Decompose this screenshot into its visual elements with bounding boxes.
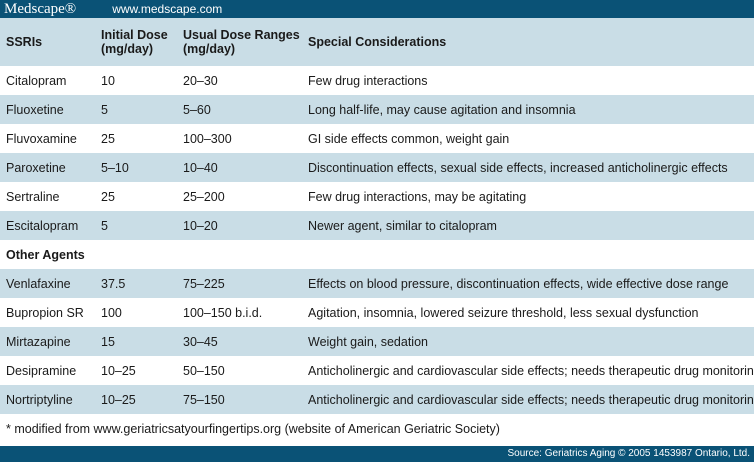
drug-name: Sertraline [6,189,60,204]
table-row: Citalopram 10 20–30 Few drug interaction… [0,66,754,95]
dose-range: 10–40 [183,160,218,175]
header-initial-dose-line2: (mg/day) [101,42,154,56]
considerations: Long half-life, may cause agitation and … [308,102,576,117]
dose-range: 100–300 [183,131,232,146]
header-initial-dose-line1: Initial Dose [101,28,168,42]
dose-range: 50–150 [183,363,225,378]
section-header-row: Other Agents [0,240,754,269]
table-row: Desipramine 10–25 50–150 Anticholinergic… [0,356,754,385]
drug-name: Bupropion SR [6,305,84,320]
considerations: Few drug interactions [308,73,428,88]
medscape-logo[interactable]: Medscape® [4,1,77,17]
drug-name: Fluoxetine [6,102,64,117]
drug-name: Nortriptyline [6,392,73,407]
considerations: Weight gain, sedation [308,334,428,349]
drug-name: Venlafaxine [6,276,71,291]
dose-range: 5–60 [183,102,211,117]
medscape-url[interactable]: www.medscape.com [112,2,223,16]
considerations: Effects on blood pressure, discontinuati… [308,276,729,291]
header-ssris: SSRIs [0,18,95,66]
table-row: Mirtazapine 15 30–45 Weight gain, sedati… [0,327,754,356]
initial-dose: 15 [101,334,115,349]
considerations: Anticholinergic and cardiovascular side … [308,363,754,378]
drug-name: Mirtazapine [6,334,71,349]
initial-dose: 25 [101,189,115,204]
considerations: Discontinuation effects, sexual side eff… [308,160,728,175]
footnote: * modified from www.geriatricsatyourfing… [6,421,500,436]
initial-dose: 5–10 [101,160,129,175]
considerations: Agitation, insomnia, lowered seizure thr… [308,305,699,320]
table-row: Bupropion SR 100 100–150 b.i.d. Agitatio… [0,298,754,327]
header-special-considerations-line1: Special Considerations [308,35,447,49]
medscape-header-bar: Medscape® www.medscape.com [0,0,754,18]
header-initial-dose: Initial Dose (mg/day) [95,18,177,66]
initial-dose: 5 [101,218,108,233]
initial-dose: 10 [101,73,115,88]
initial-dose: 37.5 [101,276,126,291]
considerations: Anticholinergic and cardiovascular side … [308,392,754,407]
table-row: Escitalopram 5 10–20 Newer agent, simila… [0,211,754,240]
table-row: Paroxetine 5–10 10–40 Discontinuation ef… [0,153,754,182]
drug-name: Escitalopram [6,218,79,233]
dose-range: 20–30 [183,73,218,88]
initial-dose: 5 [101,102,108,117]
header-ssris-line1: SSRIs [6,35,43,49]
initial-dose: 10–25 [101,363,136,378]
considerations: Newer agent, similar to citalopram [308,218,497,233]
table-row: Sertraline 25 25–200 Few drug interactio… [0,182,754,211]
table-row: Fluoxetine 5 5–60 Long half-life, may ca… [0,95,754,124]
header-special-considerations: Special Considerations [302,18,754,66]
dose-range: 100–150 b.i.d. [183,305,263,320]
drug-name: Fluvoxamine [6,131,77,146]
table-row: Fluvoxamine 25 100–300 GI side effects c… [0,124,754,153]
footnote-row: * modified from www.geriatricsatyourfing… [0,414,754,443]
header-usual-dose-line2: (mg/day) [183,42,236,56]
dose-range: 75–150 [183,392,225,407]
dose-range: 25–200 [183,189,225,204]
initial-dose: 10–25 [101,392,136,407]
table-row: Nortriptyline 10–25 75–150 Anticholinerg… [0,385,754,414]
header-usual-dose: Usual Dose Ranges (mg/day) [177,18,302,66]
initial-dose: 25 [101,131,115,146]
dose-range: 75–225 [183,276,225,291]
header-usual-dose-line1: Usual Dose Ranges [183,28,300,42]
considerations: GI side effects common, weight gain [308,131,510,146]
initial-dose: 100 [101,305,122,320]
dose-range: 30–45 [183,334,218,349]
dose-table: SSRIs Initial Dose (mg/day) Usual Dose R… [0,18,754,443]
table-row: Venlafaxine 37.5 75–225 Effects on blood… [0,269,754,298]
source-bar: Source: Geriatrics Aging © 2005 1453987 … [0,446,754,462]
considerations: Few drug interactions, may be agitating [308,189,527,204]
table-header-row: SSRIs Initial Dose (mg/day) Usual Dose R… [0,18,754,66]
drug-name: Citalopram [6,73,67,88]
dose-range: 10–20 [183,218,218,233]
drug-name: Desipramine [6,363,77,378]
drug-name: Paroxetine [6,160,66,175]
section-label-other-agents: Other Agents [6,247,85,262]
